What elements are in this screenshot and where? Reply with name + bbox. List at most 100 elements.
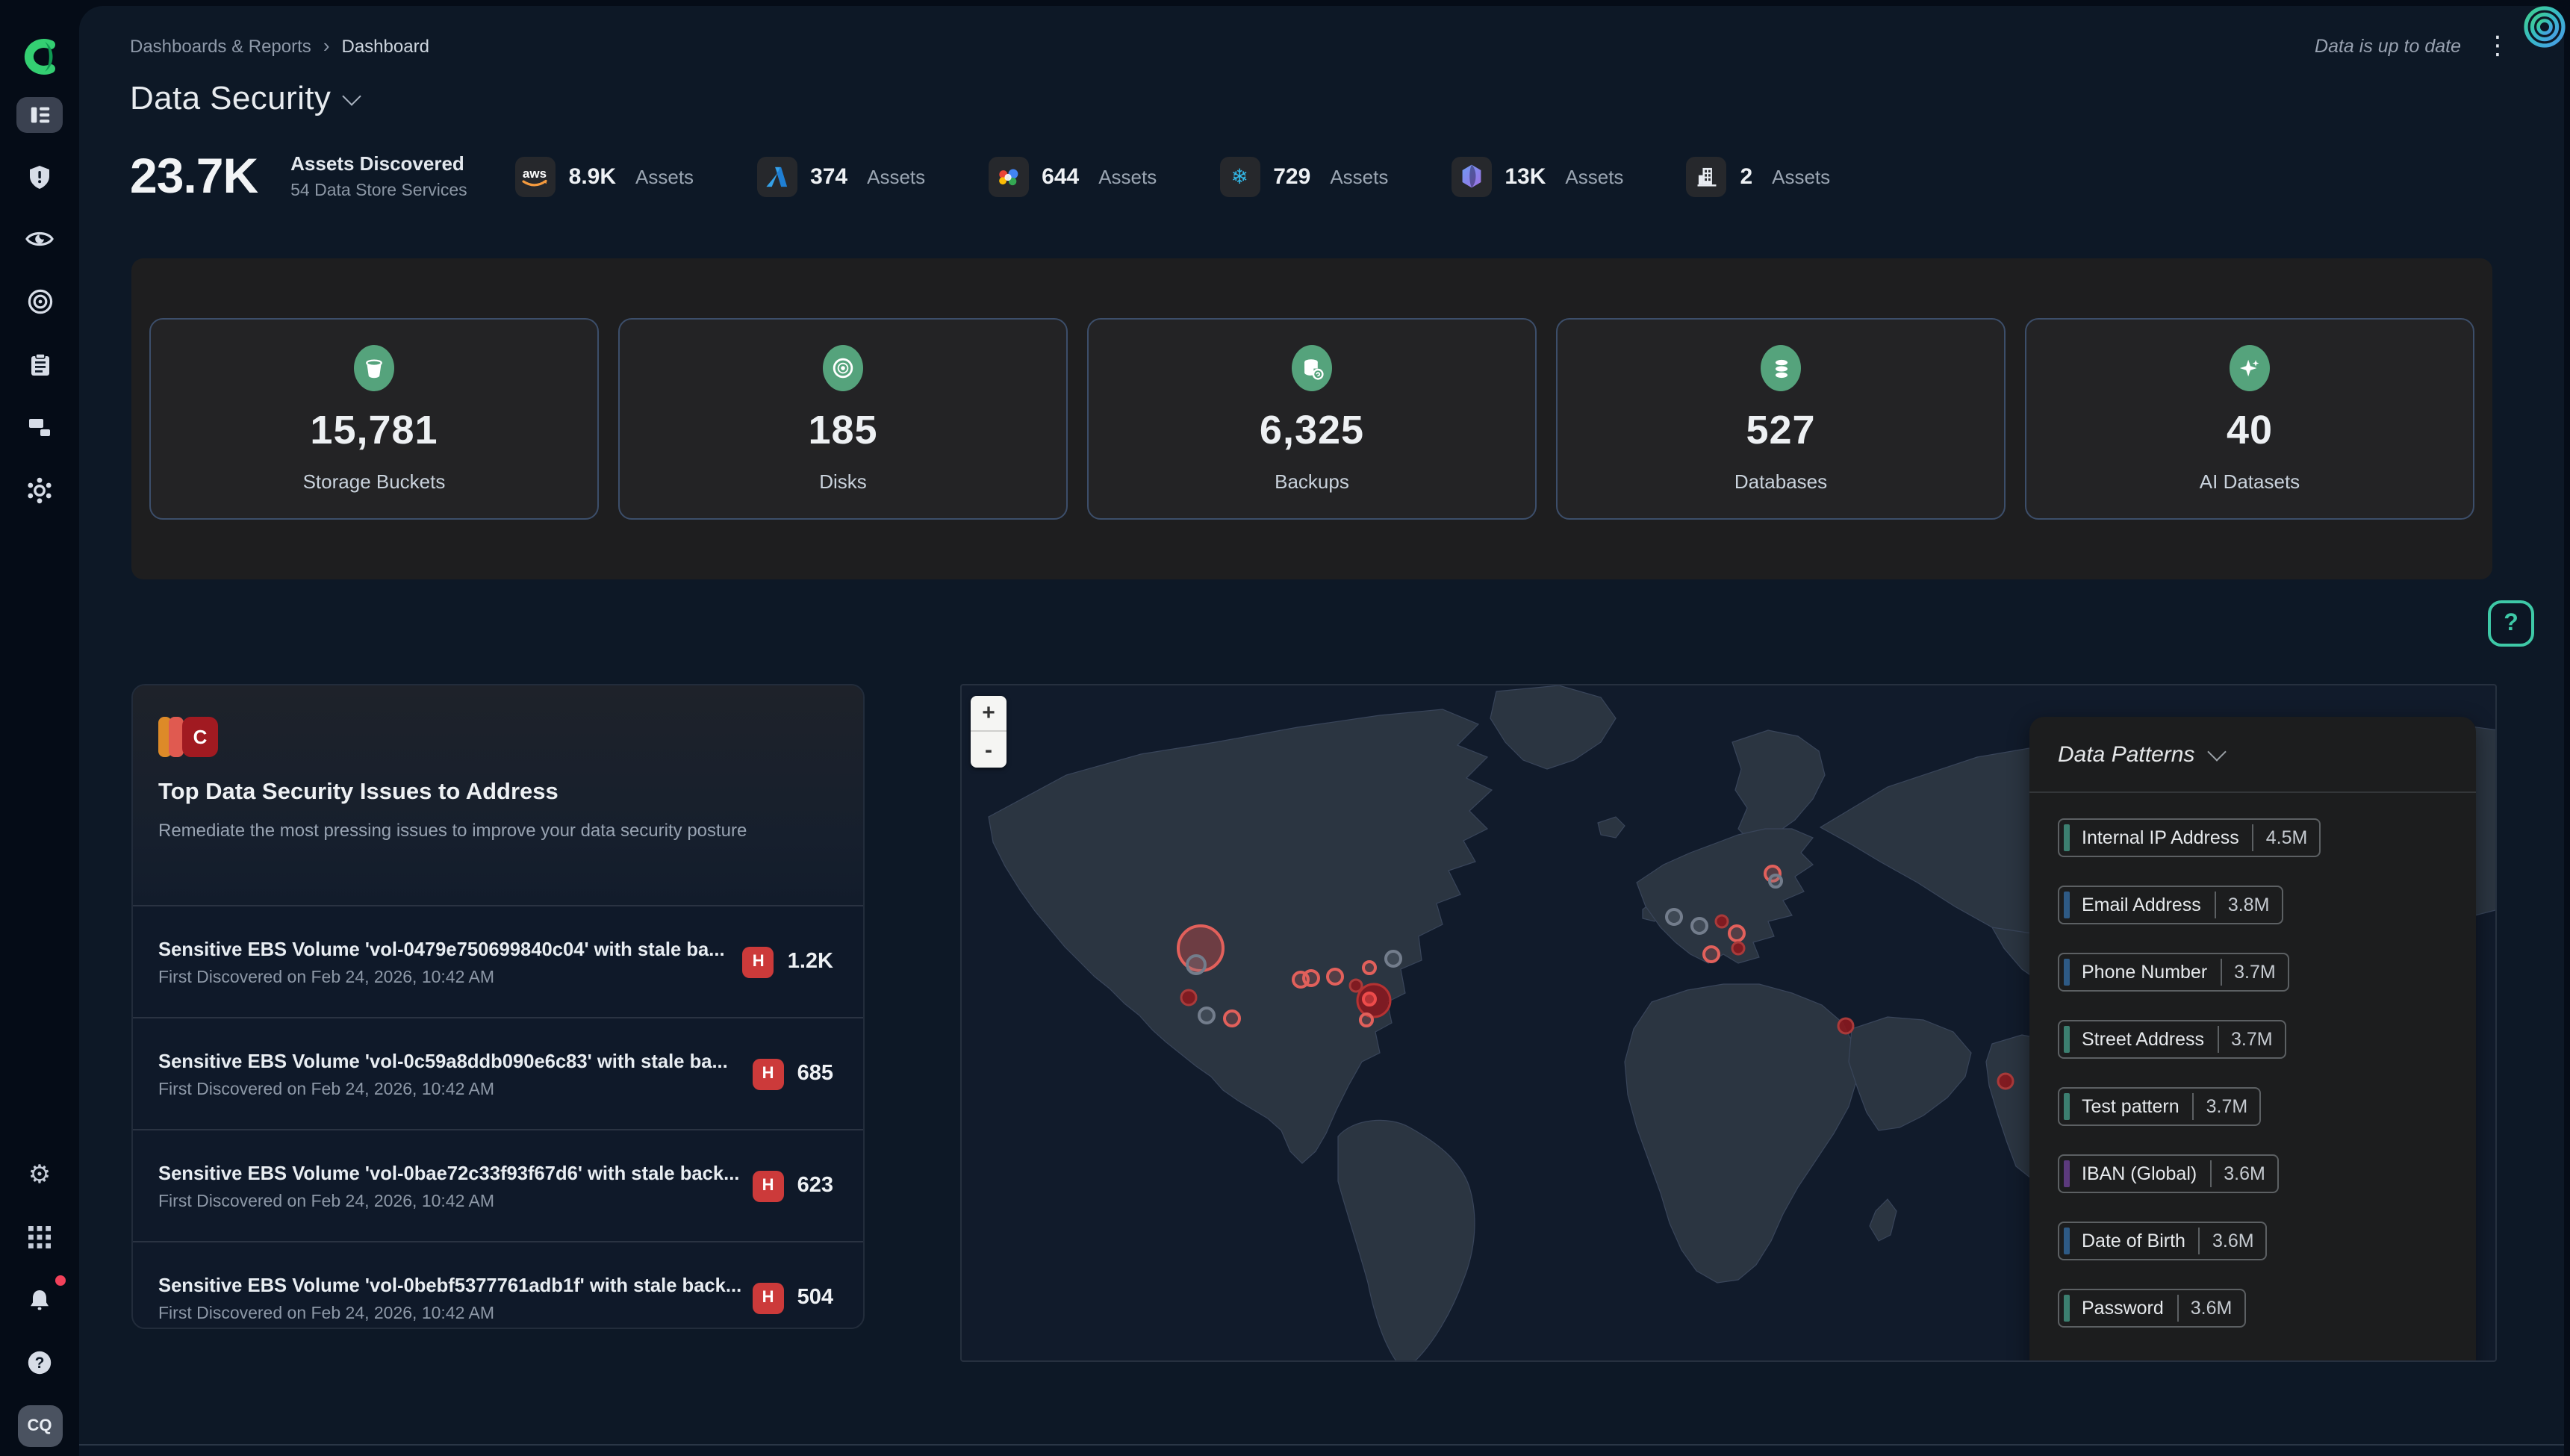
top-issues-title: Top Data Security Issues to Address	[158, 780, 827, 806]
sidebar-item-issues[interactable]	[17, 157, 62, 196]
map-marker[interactable]	[1363, 993, 1375, 1005]
provider-aws[interactable]: aws 8.9KAssets	[515, 156, 694, 196]
data-freshness-note: Data is up to date	[2315, 35, 2461, 56]
data-patterns-title: Data Patterns	[2058, 741, 2194, 767]
issue-row[interactable]: Sensitive EBS Volume 'vol-0bebf5377761ad…	[133, 1242, 863, 1329]
issue-title: Sensitive EBS Volume 'vol-0bae72c33f93f6…	[158, 1161, 753, 1183]
aws-count: 8.9K	[569, 164, 616, 189]
storage-bucket-icon	[354, 345, 394, 391]
apps-grid-icon[interactable]	[17, 1217, 62, 1256]
top-issues-header: C Top Data Security Issues to Address Re…	[133, 685, 863, 906]
map-marker[interactable]	[1716, 915, 1728, 927]
notification-badge	[55, 1275, 65, 1286]
sidebar-item-policies[interactable]	[17, 345, 62, 384]
pattern-chip-iban[interactable]: IBAN (Global) 3.6M	[2058, 1154, 2279, 1193]
map-marker[interactable]	[1187, 956, 1205, 974]
map-marker[interactable]	[1704, 947, 1719, 962]
severity-stack-icon: C	[158, 717, 230, 757]
pattern-label: Password	[2070, 1290, 2177, 1326]
provider-azure[interactable]: 374Assets	[756, 156, 925, 196]
data-patterns-header[interactable]: Data Patterns	[2029, 717, 2476, 793]
issue-title: Sensitive EBS Volume 'vol-0479e750699840…	[158, 937, 743, 959]
map-marker[interactable]	[1328, 969, 1342, 984]
m365-count: 13K	[1505, 164, 1546, 189]
breadcrumb-section[interactable]: Dashboards & Reports	[130, 35, 311, 56]
user-avatar[interactable]: CQ	[17, 1405, 62, 1447]
clipboard-icon	[28, 352, 52, 377]
map-marker[interactable]	[1304, 971, 1319, 986]
severity-badge: H	[753, 1058, 784, 1089]
settings-icon[interactable]: ⚙	[17, 1154, 62, 1193]
ai-datasets-label: AI Datasets	[2200, 470, 2300, 493]
m365-unit: Assets	[1565, 165, 1623, 187]
on-prem-count: 2	[1740, 164, 1752, 189]
map-marker[interactable]	[1732, 942, 1744, 954]
map-marker[interactable]	[1770, 875, 1782, 887]
card-disks[interactable]: 185 Disks	[618, 318, 1068, 520]
map-marker[interactable]	[1838, 1018, 1853, 1033]
title-chevron-down-icon[interactable]	[342, 86, 361, 105]
sidebar-item-dashboards[interactable]	[16, 97, 63, 133]
help-circle-icon[interactable]: ?	[17, 1343, 62, 1381]
map-marker[interactable]	[1360, 1014, 1372, 1026]
disks-value: 185	[808, 408, 877, 454]
pattern-chip-street-address[interactable]: Street Address 3.7M	[2058, 1020, 2286, 1059]
provider-google-cloud[interactable]: 644 Assets	[988, 156, 1157, 196]
target-icon	[26, 288, 53, 315]
issue-row[interactable]: Sensitive EBS Volume 'vol-0c59a8ddb090e6…	[133, 1018, 863, 1130]
pattern-label: Email Address	[2070, 887, 2215, 923]
pattern-chip-internal-ip[interactable]: Internal IP Address 4.5M	[2058, 818, 2321, 857]
top-issues-subtitle: Remediate the most pressing issues to im…	[158, 820, 827, 841]
map-marker[interactable]	[1998, 1074, 2013, 1089]
card-storage-buckets[interactable]: 15,781 Storage Buckets	[149, 318, 599, 520]
backups-value: 6,325	[1260, 408, 1364, 454]
disks-label: Disks	[819, 470, 867, 493]
cyera-logo-icon[interactable]	[17, 37, 62, 76]
help-button[interactable]: ?	[2488, 600, 2534, 647]
spiral-rings-icon[interactable]	[2522, 4, 2567, 57]
gcp-unit: Assets	[1098, 165, 1157, 187]
kebab-menu-icon[interactable]: ⋮	[2485, 33, 2510, 58]
pattern-count: 3.7M	[2194, 1089, 2260, 1124]
issue-row[interactable]: Sensitive EBS Volume 'vol-0479e750699840…	[133, 906, 863, 1018]
on-premises-icon	[1686, 156, 1726, 196]
card-databases[interactable]: 527 Databases	[1556, 318, 2006, 520]
data-store-services-label: 54 Data Store Services	[290, 182, 467, 200]
map-marker[interactable]	[1729, 926, 1744, 941]
issue-discovered: First Discovered on Feb 24, 2026, 10:42 …	[158, 1192, 753, 1210]
issue-row[interactable]: Sensitive EBS Volume 'vol-0bae72c33f93f6…	[133, 1130, 863, 1242]
map-zoom-in-button[interactable]: +	[971, 696, 1006, 732]
sidebar-item-inventory[interactable]	[17, 408, 62, 447]
sidebar-item-classification[interactable]	[17, 282, 62, 321]
map-marker[interactable]	[1386, 951, 1401, 966]
map-marker[interactable]	[1363, 962, 1375, 974]
map-marker[interactable]	[1199, 1008, 1214, 1023]
map-zoom-out-button[interactable]: -	[971, 732, 1006, 768]
map-marker[interactable]	[1667, 909, 1681, 924]
pattern-chip-email[interactable]: Email Address 3.8M	[2058, 886, 2283, 924]
sidebar-item-access[interactable]	[17, 470, 62, 509]
pattern-label: Test pattern	[2070, 1089, 2193, 1124]
provider-on-premises[interactable]: 2Assets	[1686, 156, 1830, 196]
card-ai-datasets[interactable]: 40 AI Datasets	[2025, 318, 2474, 520]
azure-icon	[756, 156, 797, 196]
provider-microsoft-365[interactable]: 13K Assets	[1451, 156, 1623, 196]
map-zoom-controls: + -	[971, 696, 1006, 768]
pattern-chip-date-of-birth[interactable]: Date of Birth 3.6M	[2058, 1222, 2268, 1260]
provider-snowflake[interactable]: ❄ 729Assets	[1219, 156, 1388, 196]
pattern-chip-password[interactable]: Password 3.6M	[2058, 1289, 2245, 1328]
topbar: Dashboards & Reports › Dashboard Data is…	[130, 33, 2510, 58]
backups-label: Backups	[1275, 470, 1349, 493]
pattern-label: IBAN (Global)	[2070, 1156, 2210, 1192]
issue-title: Sensitive EBS Volume 'vol-0bebf5377761ad…	[158, 1273, 753, 1295]
asset-type-cards: 15,781 Storage Buckets 185 Disks	[131, 258, 2492, 579]
pattern-chip-test-pattern[interactable]: Test pattern 3.7M	[2058, 1087, 2261, 1126]
card-backups[interactable]: 6,325 Backups	[1087, 318, 1537, 520]
map-marker[interactable]	[1225, 1011, 1239, 1026]
pattern-chip-phone[interactable]: Phone Number 3.7M	[2058, 953, 2289, 992]
sidebar-item-visibility[interactable]	[17, 220, 62, 258]
map-marker[interactable]	[1692, 918, 1707, 933]
map-marker[interactable]	[1181, 990, 1196, 1005]
notifications-bell-icon[interactable]	[17, 1280, 62, 1319]
gcp-count: 644	[1042, 164, 1079, 189]
